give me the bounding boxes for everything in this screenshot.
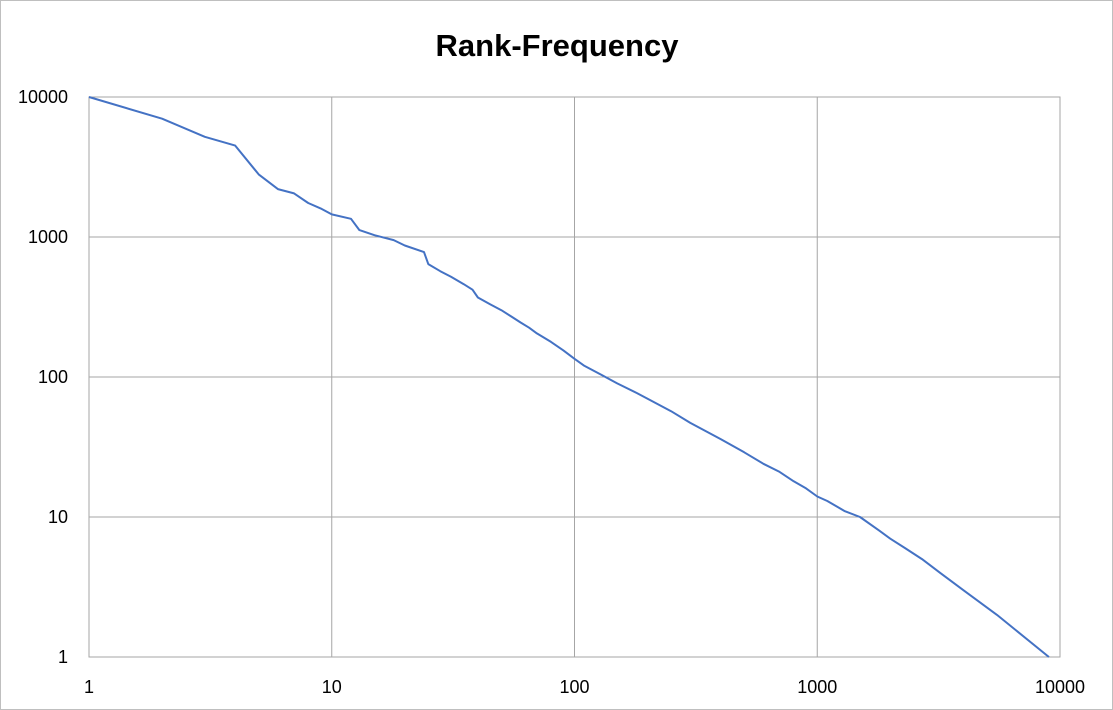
y-tick-label: 1000 <box>28 227 68 247</box>
x-tick-label: 1000 <box>797 677 837 697</box>
x-tick-label: 100 <box>559 677 589 697</box>
y-axis: 10000 1000 100 10 1 <box>18 87 68 667</box>
x-axis: 1 10 100 1000 10000 <box>84 677 1085 697</box>
x-tick-label: 1 <box>84 677 94 697</box>
y-tick-label: 1 <box>58 647 68 667</box>
series-line-layer <box>88 96 1050 658</box>
y-tick-label: 10 <box>48 507 68 527</box>
series-line <box>88 96 1050 658</box>
y-tick-label: 10000 <box>18 87 68 107</box>
y-tick-label: 100 <box>38 367 68 387</box>
chart-title: Rank-Frequency <box>436 28 680 63</box>
grid <box>88 96 1061 658</box>
x-tick-label: 10 <box>322 677 342 697</box>
x-tick-label: 10000 <box>1035 677 1085 697</box>
